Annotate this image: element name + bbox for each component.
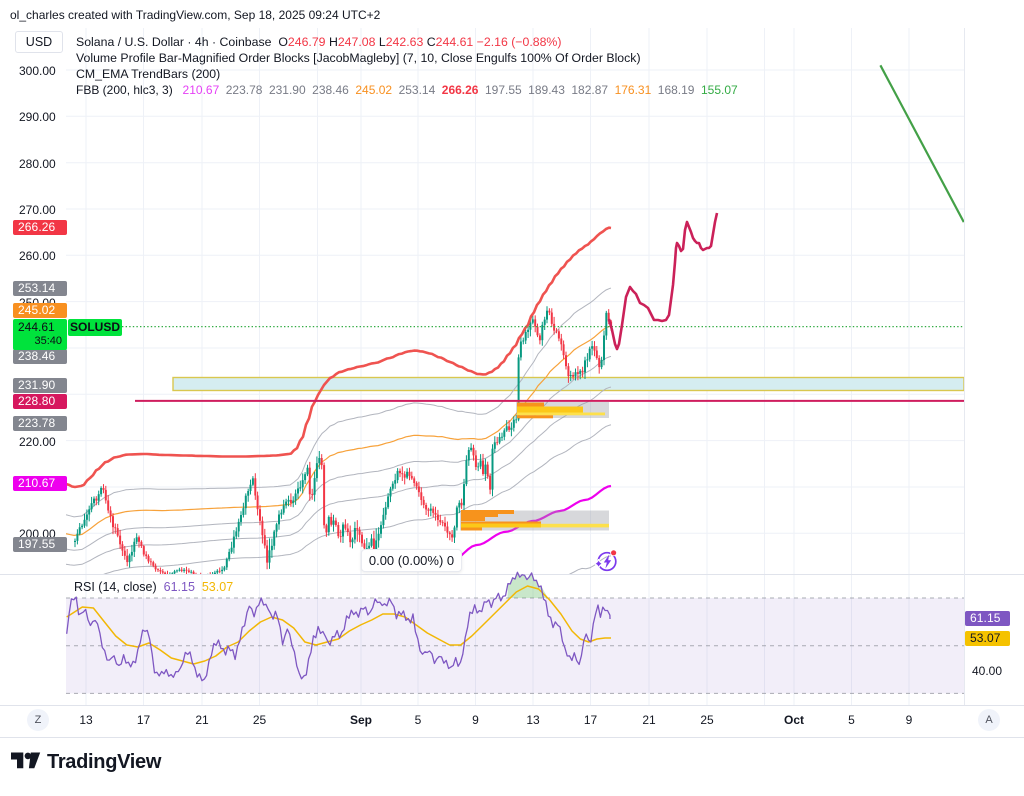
svg-text:TradingView: TradingView xyxy=(47,751,162,773)
